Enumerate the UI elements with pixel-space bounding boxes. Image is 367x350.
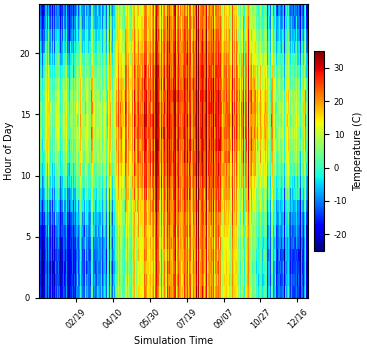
X-axis label: Simulation Time: Simulation Time bbox=[134, 336, 213, 346]
Y-axis label: Hour of Day: Hour of Day bbox=[4, 122, 14, 180]
Y-axis label: Temperature (C): Temperature (C) bbox=[353, 111, 363, 191]
